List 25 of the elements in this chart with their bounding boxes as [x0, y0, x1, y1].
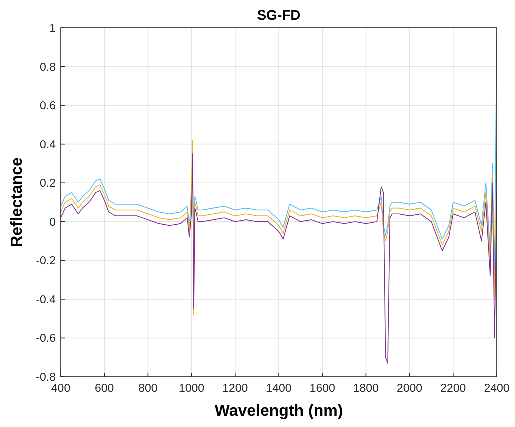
y-tick-label: 0.8 [40, 62, 56, 74]
x-tick-label: 1400 [266, 383, 292, 395]
x-tick-label: 800 [138, 383, 158, 395]
x-tick-label: 1600 [310, 383, 336, 395]
y-axis-title: Reflectance [9, 157, 26, 248]
line-series [61, 154, 497, 364]
x-tick-label: 1800 [353, 383, 379, 395]
x-tick-label: 2000 [397, 383, 423, 395]
y-tick-label: 1 [50, 23, 56, 35]
x-tick-label: 1000 [179, 383, 205, 395]
y-tick-label: -0.8 [36, 372, 56, 384]
x-tick-label: 2400 [484, 383, 510, 395]
y-tick-label: 0.4 [40, 139, 57, 152]
x-tick-label: 600 [95, 383, 114, 395]
y-tick-label: -0.4 [36, 294, 57, 306]
chart-title: SG-FD [257, 7, 301, 23]
y-tick-label: 0 [50, 216, 56, 229]
y-tick-label: 0.6 [40, 100, 56, 113]
x-tick-label: 2200 [440, 383, 466, 395]
y-tick-label: -0.6 [36, 333, 56, 346]
x-tick-label: 1200 [222, 383, 248, 395]
x-axis-title: Wavelength (nm) [214, 403, 344, 420]
y-tick-label: 0.2 [40, 178, 56, 190]
y-tick-label: -0.2 [36, 256, 56, 268]
x-tick-label: 400 [51, 383, 71, 395]
